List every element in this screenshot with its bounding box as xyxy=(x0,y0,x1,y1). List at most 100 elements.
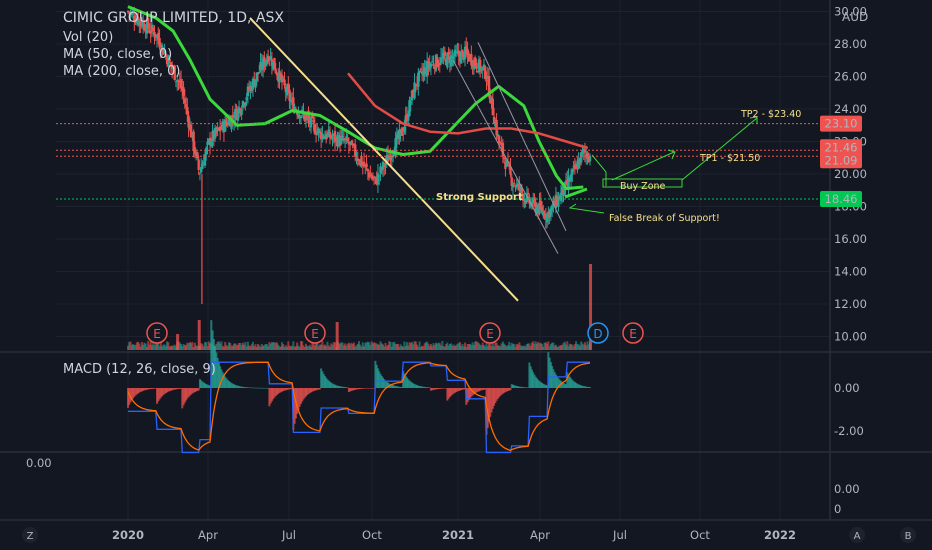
macd-histogram-bar xyxy=(259,387,262,389)
volume-bar xyxy=(281,342,283,350)
volume-bar xyxy=(493,346,496,350)
candle-body xyxy=(139,21,142,24)
volume-bar xyxy=(325,345,328,350)
macd-histogram-bar xyxy=(133,388,136,397)
volume-bar xyxy=(422,346,425,350)
macd-histogram-bar xyxy=(224,376,227,388)
macd-histogram-bar xyxy=(450,388,453,396)
volume-bar xyxy=(554,344,557,350)
candle-body xyxy=(465,46,468,52)
candle-body xyxy=(433,66,436,70)
candle-body xyxy=(357,162,361,164)
candle-body xyxy=(398,129,401,140)
macd-histogram-bar xyxy=(177,388,180,389)
candle-body xyxy=(356,158,359,161)
macd-histogram-bar xyxy=(572,381,575,388)
buy-zone-arrow xyxy=(591,154,607,186)
volume-bar xyxy=(206,346,209,350)
volume-bar xyxy=(161,346,164,350)
volume-bar xyxy=(317,346,320,350)
volume-bar xyxy=(205,342,208,350)
candle-body xyxy=(245,97,248,101)
macd-histogram-bar xyxy=(515,386,518,388)
volume-bar xyxy=(501,341,504,350)
volume-bar xyxy=(279,346,282,350)
volume-bar xyxy=(359,344,362,350)
macd-histogram-bar xyxy=(435,388,437,390)
candle-body xyxy=(542,211,545,216)
candle-body xyxy=(492,116,496,124)
candle-body xyxy=(497,135,501,144)
macd-histogram-bar xyxy=(183,388,186,403)
volume-bar xyxy=(360,346,363,350)
volume-bar xyxy=(291,345,294,350)
macd-histogram-bar xyxy=(566,372,569,388)
candle-body xyxy=(582,148,585,153)
volume-bar xyxy=(534,341,537,350)
candle-body xyxy=(461,49,464,51)
candle-body xyxy=(553,201,556,206)
candle-body xyxy=(451,56,454,58)
macd-histogram-bar xyxy=(318,388,321,390)
volume-bar xyxy=(298,346,301,350)
candle-body xyxy=(587,158,590,163)
candle-body xyxy=(386,155,390,162)
volume-bar xyxy=(435,342,437,350)
candle-body xyxy=(324,133,328,140)
volume-bar xyxy=(272,342,275,350)
volume-bar xyxy=(525,344,528,350)
earnings-marker xyxy=(479,322,501,344)
candle-body xyxy=(133,16,136,22)
candle-body xyxy=(458,54,462,62)
macd-histogram-bar xyxy=(202,382,205,388)
volume-bar xyxy=(576,344,579,350)
macd-histogram-bar xyxy=(512,384,514,388)
candle-body xyxy=(337,134,341,146)
macd-histogram-bar xyxy=(476,388,479,392)
macd-histogram-bar xyxy=(416,385,419,388)
macd-histogram-bar xyxy=(355,388,358,390)
volume-bar xyxy=(255,346,258,350)
candle-body xyxy=(375,178,378,185)
candle-body xyxy=(331,137,334,139)
macd-histogram-bar xyxy=(524,387,527,388)
candle-body xyxy=(422,70,425,76)
macd-histogram-bar xyxy=(493,388,496,406)
currency-label[interactable]: AUD xyxy=(842,10,869,24)
volume-bar xyxy=(508,341,511,350)
macd-histogram-bar xyxy=(239,386,242,388)
macd-histogram-bar xyxy=(427,387,430,388)
macd-histogram-bar xyxy=(173,388,176,390)
volume-bar xyxy=(308,344,311,350)
candle-body xyxy=(443,51,447,57)
volume-bar xyxy=(282,344,285,350)
volume-bar xyxy=(573,343,576,350)
volume-bar xyxy=(462,346,465,350)
macd-histogram-bar xyxy=(448,388,451,398)
candle-body xyxy=(240,110,243,115)
candle-body xyxy=(256,72,260,75)
macd-histogram-bar xyxy=(229,382,232,388)
candle-body xyxy=(218,126,222,132)
macd-histogram-bar xyxy=(578,384,581,388)
macd-histogram-bar xyxy=(246,387,249,388)
candle-body xyxy=(543,213,546,218)
volume-bar xyxy=(429,343,432,350)
volume-bar xyxy=(342,345,345,350)
macd-histogram-bar xyxy=(257,387,260,389)
candle-body xyxy=(524,200,527,204)
volume-bar xyxy=(143,342,146,350)
candle-body xyxy=(384,162,387,166)
candle-body xyxy=(173,65,176,81)
volume-bar xyxy=(186,342,189,350)
volume-bar xyxy=(217,341,220,350)
candle-body xyxy=(557,196,560,207)
candle-body xyxy=(198,172,202,174)
earnings-marker-label: E xyxy=(486,327,494,341)
candle-body xyxy=(420,71,424,75)
macd-histogram-bar xyxy=(558,379,561,388)
candle-body xyxy=(428,63,431,70)
volume-bar xyxy=(465,346,468,350)
candle-body xyxy=(140,21,144,27)
